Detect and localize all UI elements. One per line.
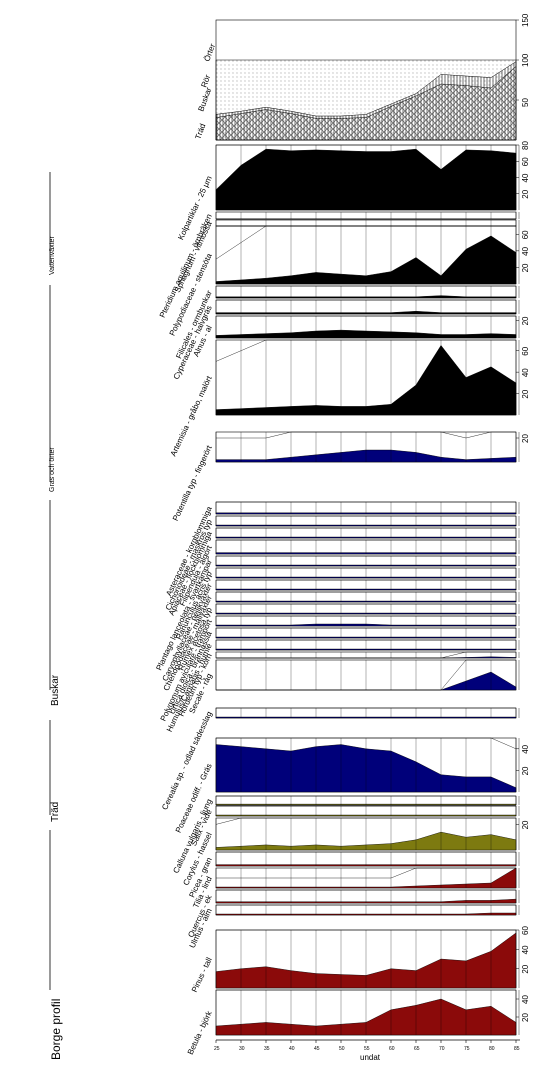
panel xyxy=(215,639,520,651)
depth-tick-label: 30 xyxy=(239,1046,245,1052)
panel-tick-label: 40 xyxy=(521,368,530,377)
depth-axis-label: undat xyxy=(360,1053,381,1062)
depth-tick-label: 25 xyxy=(214,1046,220,1052)
summary-tick-label: 100 xyxy=(521,53,530,67)
panel xyxy=(215,515,520,527)
panel xyxy=(215,567,520,579)
panel: 20 40 60 xyxy=(215,225,530,285)
panel: 20 xyxy=(215,315,530,339)
panel xyxy=(215,219,520,227)
taxon-label: Betula - björk xyxy=(186,1009,214,1056)
panel-tick-label: 20 xyxy=(521,263,530,272)
group-label-herbs: Gras och örter xyxy=(49,447,56,492)
panel xyxy=(215,555,520,567)
panel-tick-label: 20 xyxy=(521,964,530,973)
depth-tick-label: 40 xyxy=(289,1046,295,1052)
panel xyxy=(215,805,520,817)
panel xyxy=(215,591,520,603)
panel xyxy=(215,615,520,627)
panel xyxy=(215,651,520,659)
depth-tick-label: 65 xyxy=(414,1046,420,1052)
panel-tick-label: 20 xyxy=(521,1013,530,1022)
depth-tick-label: 35 xyxy=(264,1046,270,1052)
panel xyxy=(215,707,520,719)
panel-area xyxy=(215,867,517,889)
panel xyxy=(215,299,520,315)
summary-tick-label: 50 xyxy=(521,98,530,107)
panel xyxy=(215,627,520,639)
group-label-trees: Träd xyxy=(50,802,61,822)
panel-tick-label: 60 xyxy=(521,157,530,166)
panel-tick-label: 20 xyxy=(521,820,530,829)
panel-tick-label: 20 xyxy=(521,766,530,775)
summary-legend-label: Träd xyxy=(193,122,207,140)
depth-tick-label: 45 xyxy=(314,1046,320,1052)
panel xyxy=(215,501,520,515)
panel xyxy=(215,527,520,539)
panel-tick-label: 40 xyxy=(521,995,530,1004)
panel-tick-label: 60 xyxy=(521,346,530,355)
panel-tick-label: 20 xyxy=(521,389,530,398)
panel-tick-label: 60 xyxy=(521,230,530,239)
panel xyxy=(215,285,520,299)
panel-tick-label: 20 xyxy=(521,434,530,443)
depth-tick-label: 60 xyxy=(389,1046,395,1052)
group-label-shrubs: Buskar xyxy=(50,674,61,706)
panel: 20 40 60 xyxy=(215,339,530,416)
panel: 20 40 60 xyxy=(215,926,530,989)
panel xyxy=(215,889,520,904)
panel xyxy=(215,579,520,591)
panel xyxy=(215,211,520,220)
panel-tick-label: 60 xyxy=(521,926,530,935)
panel-tick-label: 20 xyxy=(521,189,530,198)
panel: 20 xyxy=(215,431,530,463)
panel-area xyxy=(215,235,517,285)
panel xyxy=(215,539,520,555)
group-label-aquatics: Vattenväxter xyxy=(49,236,56,275)
panel xyxy=(215,867,520,889)
summary-area-trees xyxy=(215,65,517,141)
panel xyxy=(215,904,520,916)
panel xyxy=(215,603,520,615)
panel-tick-label: 40 xyxy=(521,945,530,954)
summary-legend-label: Buskar xyxy=(196,86,213,113)
depth-axis: 25 30 35 40 45 50 55 60 65 70 75 80 85 undat xyxy=(214,1039,520,1062)
panel xyxy=(215,659,520,691)
panel-tick-label: 20 xyxy=(521,316,530,325)
depth-tick-label: 80 xyxy=(489,1046,495,1052)
panel-tick-label: 80 xyxy=(521,141,530,150)
summary-tick-label: 150 xyxy=(521,13,530,27)
summary-legend-label: Örter xyxy=(202,42,217,63)
chart-title: Borge profil xyxy=(49,999,63,1060)
panel xyxy=(215,851,520,867)
depth-tick-label: 75 xyxy=(464,1046,470,1052)
panel-tick-label: 40 xyxy=(521,173,530,182)
panel-tick-label: 40 xyxy=(521,246,530,255)
summary-legend-label: Rör xyxy=(199,73,212,89)
panel xyxy=(215,795,520,806)
panel: 20 xyxy=(215,817,530,851)
depth-tick-label: 70 xyxy=(439,1046,445,1052)
taxon-label: Pinus - tall xyxy=(190,956,214,994)
panel-tick-label: 40 xyxy=(521,744,530,753)
depth-tick-label: 50 xyxy=(339,1046,345,1052)
depth-tick-label: 55 xyxy=(364,1046,370,1052)
depth-tick-label: 85 xyxy=(514,1046,520,1052)
panel: 20 40 60 80 xyxy=(215,141,530,211)
